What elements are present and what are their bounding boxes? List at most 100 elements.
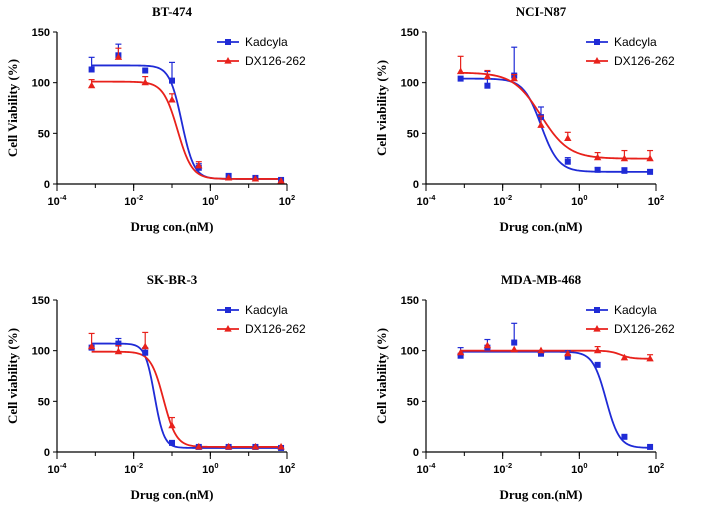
data-point-kadcyla: [169, 77, 175, 84]
data-point-dx126-262: [195, 161, 203, 169]
legend-marker: [224, 325, 232, 332]
y-tick-label: 0: [44, 447, 50, 459]
fit-curve-dx126-262: [460, 71, 651, 160]
x-tick-label: 100: [571, 461, 587, 476]
data-point-dx126-262: [510, 345, 518, 353]
data-point-dx126-262: [620, 353, 629, 361]
data-point-kadcyla: [511, 339, 518, 346]
data-point-dx126-262: [195, 442, 203, 450]
data-point-dx126-262: [87, 342, 96, 350]
y-tick-label: 150: [32, 27, 50, 39]
data-point-dx126-262: [141, 342, 149, 350]
x-tick-label: 102: [648, 461, 664, 476]
legend-marker: [594, 39, 600, 45]
legend-marker: [593, 57, 601, 64]
panel-mda-mb-468: MDA-MB-468 Drug con.(nM) Cell viability …: [374, 272, 675, 502]
x-tick-label: 10-2: [493, 461, 512, 476]
data-point-dx126-262: [646, 354, 654, 362]
x-tick-label: 100: [202, 461, 218, 476]
data-point-kadcyla: [647, 168, 654, 175]
x-axis-label: Drug con.(nM): [499, 487, 582, 502]
panel-title: BT-474: [152, 4, 192, 19]
x-axis-label: Drug con.(nM): [499, 219, 582, 234]
x-tick-label: 102: [279, 461, 295, 476]
legend-marker: [594, 307, 600, 313]
legend-marker: [593, 325, 601, 332]
legend-marker: [224, 57, 232, 64]
legend-label: Kadcyla: [614, 35, 657, 49]
data-point-kadcyla: [484, 82, 491, 89]
legend-marker: [225, 39, 231, 45]
y-tick-label: 50: [407, 396, 419, 408]
data-point-kadcyla: [88, 66, 95, 73]
data-point-dx126-262: [251, 174, 260, 182]
panel-title: NCI-N87: [516, 4, 567, 19]
legend-label: DX126-262: [614, 322, 675, 336]
x-tick-label: 10-4: [417, 193, 437, 208]
data-point-dx126-262: [593, 346, 602, 354]
y-axis-label: Cell viability (%): [5, 328, 20, 424]
legend-label: Kadcyla: [245, 303, 288, 317]
panel-bt-474: BT-474 Drug con.(nM) Cell Viability (%) …: [5, 4, 306, 234]
legend-label: DX126-262: [614, 54, 675, 68]
panel-nci-n87: NCI-N87 Drug con.(nM) Cell viability (%)…: [374, 4, 675, 234]
data-point-dx126-262: [564, 134, 572, 141]
data-point-kadcyla: [594, 166, 601, 173]
y-axis-label: Cell Viability (%): [5, 59, 20, 157]
x-tick-label: 10-4: [48, 193, 68, 208]
data-point-dx126-262: [277, 176, 285, 184]
data-point-kadcyla: [142, 349, 149, 356]
data-point-kadcyla: [457, 75, 464, 82]
data-point-kadcyla: [169, 439, 175, 446]
data-point-dx126-262: [510, 74, 518, 82]
x-tick-label: 10-2: [124, 461, 143, 476]
data-point-dx126-262: [277, 442, 285, 450]
panel-title: SK-BR-3: [147, 272, 198, 287]
x-tick-label: 10-2: [493, 193, 512, 208]
fit-curve-dx126-262: [460, 349, 651, 360]
x-tick-label: 100: [571, 193, 587, 208]
y-tick-label: 50: [38, 396, 50, 408]
data-point-kadcyla: [457, 352, 464, 359]
y-tick-label: 100: [401, 346, 419, 358]
x-tick-label: 102: [648, 193, 664, 208]
data-point-kadcyla: [142, 67, 149, 74]
data-point-dx126-262: [114, 53, 123, 60]
fit-curve-kadcyla: [460, 77, 651, 173]
y-tick-label: 0: [44, 179, 50, 191]
data-point-kadcyla: [115, 340, 122, 347]
y-tick-label: 50: [407, 128, 419, 140]
data-point-dx126-262: [646, 154, 654, 162]
x-tick-label: 10-4: [417, 461, 437, 476]
legend-label: DX126-262: [245, 54, 306, 68]
data-point-dx126-262: [483, 72, 492, 80]
data-point-kadcyla: [564, 353, 571, 360]
data-point-dx126-262: [537, 121, 545, 128]
y-tick-label: 100: [32, 346, 50, 358]
data-point-dx126-262: [564, 349, 572, 357]
panel-title: MDA-MB-468: [501, 272, 582, 287]
data-point-dx126-262: [87, 81, 96, 89]
data-point-dx126-262: [141, 78, 149, 86]
x-tick-label: 10-2: [124, 193, 143, 208]
fit-curve-dx126-262: [91, 350, 282, 448]
data-point-kadcyla: [647, 443, 654, 450]
fit-curve-kadcyla: [91, 342, 282, 449]
data-point-dx126-262: [456, 67, 465, 75]
y-tick-label: 100: [401, 78, 419, 90]
data-point-dx126-262: [168, 421, 176, 429]
data-point-dx126-262: [483, 341, 492, 349]
y-tick-label: 150: [401, 27, 419, 39]
data-point-dx126-262: [456, 348, 465, 356]
legend-label: DX126-262: [245, 322, 306, 336]
y-tick-label: 0: [413, 179, 419, 191]
y-tick-label: 150: [32, 295, 50, 307]
data-point-dx126-262: [224, 442, 233, 450]
x-tick-label: 100: [202, 193, 218, 208]
y-tick-label: 150: [401, 295, 419, 307]
data-point-dx126-262: [593, 153, 602, 161]
data-point-kadcyla: [538, 350, 544, 357]
panel-sk-br-3: SK-BR-3 Drug con.(nM) Cell viability (%)…: [5, 272, 306, 502]
y-tick-label: 0: [413, 447, 419, 459]
